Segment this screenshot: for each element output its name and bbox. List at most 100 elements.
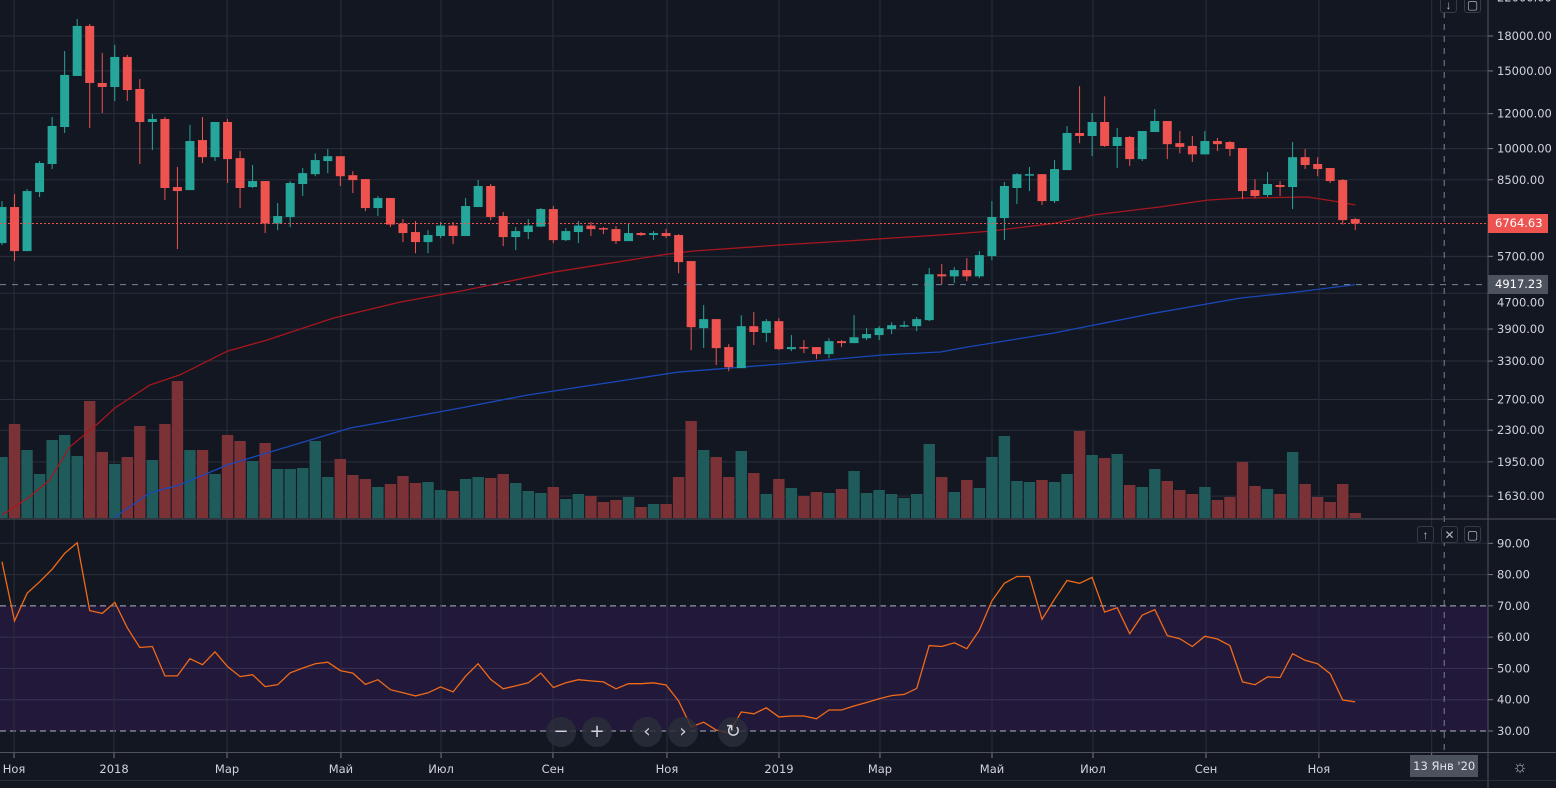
- volume-bar: [672, 477, 685, 518]
- volume-bar: [1136, 487, 1148, 518]
- candle-down: [661, 229, 671, 239]
- volume-bar: [885, 494, 898, 518]
- candle-body: [22, 191, 32, 252]
- candle-body: [824, 341, 834, 355]
- candle-body: [511, 231, 521, 238]
- candle-body: [72, 25, 82, 76]
- candle-up: [22, 189, 32, 252]
- volume-bar: [973, 488, 986, 518]
- scroll-down-button[interactable]: ↓: [1440, 0, 1457, 13]
- candle-down: [160, 117, 170, 201]
- candle-down: [1100, 96, 1110, 147]
- candle-body: [1237, 148, 1247, 192]
- volume-bar: [597, 502, 610, 518]
- maximize-icon: ▢: [1466, 528, 1479, 542]
- candle-up: [736, 315, 746, 369]
- volume-bar: [635, 507, 647, 518]
- settings-gear-icon[interactable]: ☼: [1512, 757, 1528, 776]
- volume-bar: [384, 484, 397, 518]
- price-axis[interactable]: 22000.00 18000.00 15000.00 12000.00 10000.00…: [1488, 0, 1552, 503]
- candle-body: [260, 181, 270, 224]
- candle-body: [699, 319, 709, 329]
- volume-bar: [860, 493, 873, 518]
- candle-up: [110, 44, 120, 102]
- candle-up: [624, 223, 633, 242]
- price-axis-label: 5700.00: [1497, 249, 1545, 263]
- volume-bar: [96, 452, 108, 518]
- candle-body: [1313, 164, 1323, 170]
- zoom-out-button[interactable]: −: [546, 717, 576, 747]
- price-axis-label: 8500.00: [1497, 173, 1545, 187]
- rsi-axis-label: 80.00: [1497, 568, 1530, 582]
- candle-down: [686, 261, 696, 351]
- candle-up: [248, 165, 258, 189]
- candle-up: [824, 338, 834, 359]
- rsi-axis-label: 50.00: [1497, 661, 1530, 675]
- volume-bar: [484, 478, 497, 518]
- time-axis-label: Ноя: [1308, 762, 1331, 776]
- scroll-left-button[interactable]: ‹: [632, 717, 662, 747]
- candle-down: [1125, 135, 1135, 167]
- candle-down: [85, 23, 95, 129]
- candle-body: [1062, 133, 1072, 171]
- volume-bar: [873, 490, 885, 518]
- candle-body: [60, 74, 70, 127]
- candle-down: [1237, 148, 1247, 200]
- candle-up: [523, 219, 533, 240]
- candle-body: [849, 337, 859, 344]
- move-pane-up-button[interactable]: ↑: [1417, 526, 1434, 543]
- maximize-icon: ▢: [1466, 0, 1479, 12]
- moving-average-fast-line: [1, 196, 1356, 516]
- volume-bar: [1098, 458, 1111, 518]
- candle-down: [749, 312, 759, 346]
- candle-down: [1313, 157, 1323, 177]
- arrow-up-icon: ↑: [1422, 528, 1429, 542]
- maximize-rsi-pane-button[interactable]: ▢: [1464, 526, 1481, 543]
- candle-down: [1037, 174, 1047, 206]
- time-axis[interactable]: Ноя 2018 Мар Май Июл Сен Ноя 2019 Мар Май Июл Сен Но…: [3, 753, 1433, 776]
- price-axis-label: 1950.00: [1497, 455, 1545, 469]
- maximize-pane-button[interactable]: ▢: [1464, 0, 1481, 13]
- volume-bar: [359, 479, 372, 518]
- volume-bar: [1086, 455, 1098, 518]
- volume-bar: [986, 457, 998, 518]
- volume-bar: [472, 477, 484, 518]
- volume-bar: [697, 450, 710, 518]
- volume-bars: [0, 381, 1361, 518]
- candle-up: [1024, 167, 1034, 192]
- volume-bar: [1061, 474, 1073, 518]
- candle-down: [711, 319, 721, 366]
- volume-bar: [459, 479, 472, 518]
- candle-body: [298, 173, 308, 184]
- volume-bar: [84, 401, 96, 518]
- volume-bar: [1311, 497, 1324, 518]
- volume-bar: [209, 474, 221, 518]
- candle-body: [761, 321, 771, 333]
- candle-body: [887, 325, 897, 330]
- close-pane-button[interactable]: ✕: [1441, 526, 1458, 543]
- rsi-axis-label: 30.00: [1497, 724, 1530, 738]
- reset-chart-button[interactable]: ↻: [718, 717, 748, 747]
- arrow-down-icon: ↓: [1445, 0, 1452, 12]
- candle-down: [122, 54, 132, 102]
- zoom-in-button[interactable]: +: [582, 717, 612, 747]
- candle-body: [1350, 219, 1360, 224]
- candle-down: [172, 167, 182, 250]
- candle-body: [1200, 141, 1210, 155]
- volume-bar: [1249, 486, 1261, 518]
- rsi-axis-label: 70.00: [1497, 599, 1530, 613]
- rsi-axis-label: 40.00: [1497, 693, 1530, 707]
- candle-body: [774, 321, 784, 350]
- volume-bar: [159, 424, 171, 518]
- time-axis-label: 2018: [99, 762, 128, 776]
- rsi-axis[interactable]: 90.00 80.00 70.00 60.00 50.00 40.00 30.00: [1488, 536, 1530, 738]
- volume-bar: [8, 424, 21, 518]
- candle-down: [135, 78, 145, 165]
- candle-body: [686, 261, 696, 328]
- candle-up: [60, 50, 70, 134]
- candle-body: [1012, 174, 1022, 189]
- scroll-right-button[interactable]: ›: [668, 717, 698, 747]
- candle-down: [837, 340, 847, 348]
- candle-down: [486, 183, 496, 221]
